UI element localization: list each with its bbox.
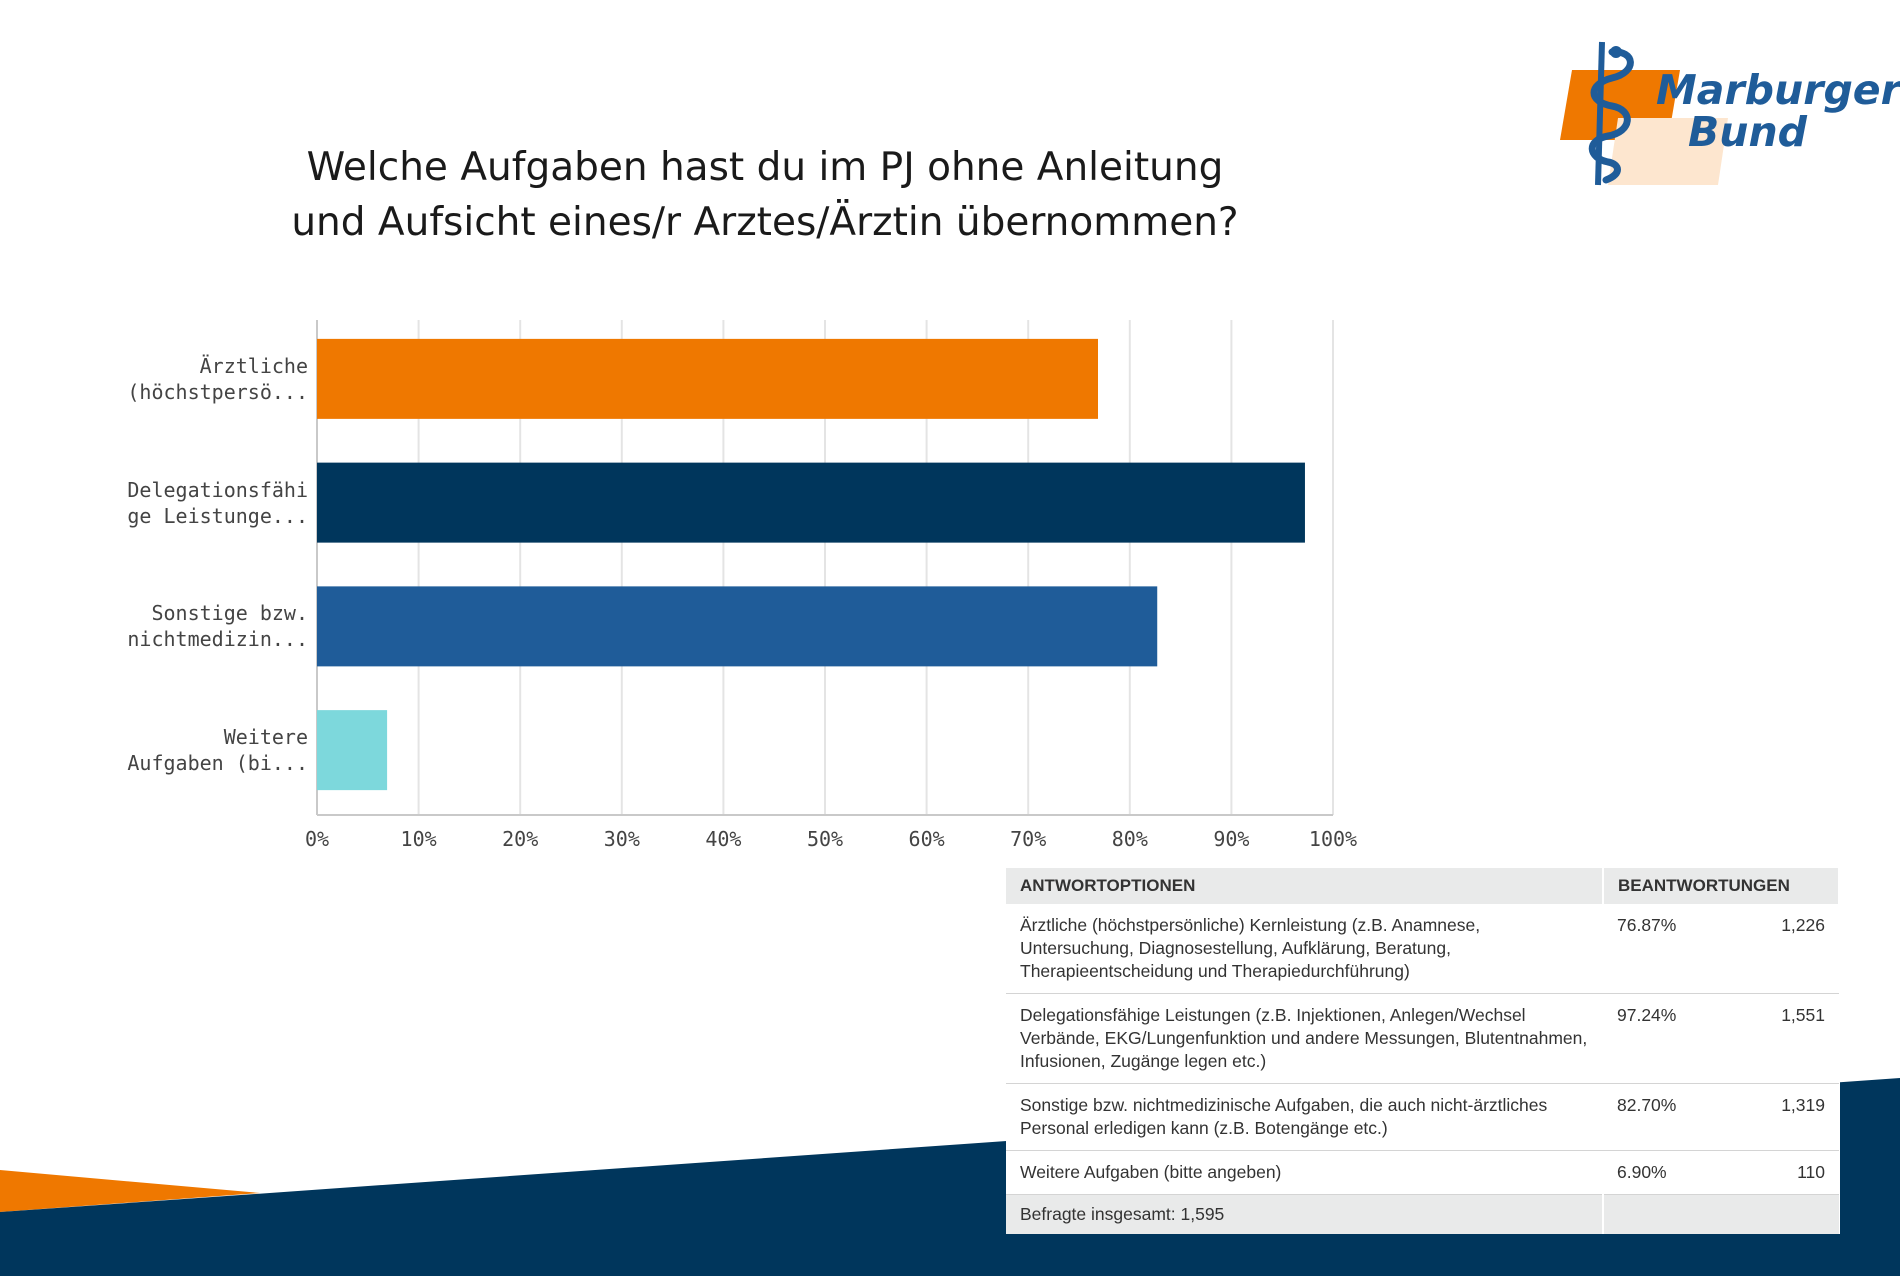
chart-title: Welche Aufgaben hast du im PJ ohne Anlei… [265, 140, 1265, 250]
y-category-label: Sonstige bzw. nichtmedizin... [98, 600, 308, 652]
chart-title-line2: und Aufsicht eines/r Arztes/Ärztin übern… [291, 200, 1239, 245]
logo-text-line1: Marburger [1656, 66, 1900, 114]
x-tick-label: 80% [1112, 827, 1148, 851]
chart-title-line1: Welche Aufgaben hast du im PJ ohne Anlei… [306, 145, 1224, 190]
bar [317, 462, 1305, 543]
rod-of-asclepius-icon [1560, 41, 1728, 186]
y-category-label-line: Aufgaben (bi... [127, 751, 308, 776]
row-option: Ärztliche (höchstpersönliche) Kernleistu… [1006, 904, 1603, 994]
row-percent: 76.87% [1603, 904, 1741, 994]
orange-wedge [0, 1170, 260, 1212]
row-percent: 6.90% [1603, 1150, 1741, 1195]
table-total-row: Befragte insgesamt: 1,595 [1006, 1194, 1839, 1234]
x-tick-label: 90% [1213, 827, 1249, 851]
x-tick-label: 70% [1010, 827, 1046, 851]
row-option: Sonstige bzw. nichtmedizinische Aufgaben… [1006, 1083, 1603, 1151]
y-category-label-line: Delegationsfähi [127, 477, 308, 502]
bar [317, 586, 1158, 667]
row-count: 1,319 [1741, 1083, 1839, 1151]
header-responses: BEANTWORTUNGEN [1603, 868, 1840, 904]
table-row: Delegationsfähige Leistungen (z.B. Injek… [1006, 993, 1839, 1084]
y-category-label: Weitere Aufgaben (bi... [98, 724, 308, 776]
x-tick-label: 10% [401, 827, 437, 851]
y-category-label-line: nichtmedizin... [127, 627, 308, 652]
row-count: 1,226 [1741, 904, 1839, 994]
total-respondents: Befragte insgesamt: 1,595 [1006, 1194, 1604, 1234]
x-tick-label: 60% [909, 827, 945, 851]
row-count: 1,551 [1741, 993, 1839, 1084]
row-percent: 82.70% [1603, 1083, 1741, 1151]
y-category-label-line: Sonstige bzw. [151, 601, 308, 626]
row-option: Weitere Aufgaben (bitte angeben) [1006, 1150, 1603, 1195]
x-tick-label: 0% [305, 827, 329, 851]
table-header-row: ANTWORTOPTIONEN BEANTWORTUNGEN [1006, 868, 1840, 904]
y-category-label-line: ge Leistunge... [127, 503, 308, 528]
logo-text-line2: Bund [1688, 108, 1807, 156]
x-tick-label: 100% [1309, 827, 1357, 851]
table-row: Sonstige bzw. nichtmedizinische Aufgaben… [1006, 1083, 1839, 1151]
x-tick-label: 50% [807, 827, 843, 851]
total-empty-cell [1603, 1194, 1839, 1234]
row-option: Delegationsfähige Leistungen (z.B. Injek… [1006, 993, 1603, 1084]
response-table: ANTWORTOPTIONEN BEANTWORTUNGEN Ärztliche… [1006, 868, 1840, 1234]
y-category-label: Ärztliche (höchstpersö... [98, 353, 308, 405]
bar [317, 338, 1098, 419]
row-percent: 97.24% [1603, 993, 1741, 1084]
x-tick-label: 40% [705, 827, 741, 851]
x-tick-label: 20% [502, 827, 538, 851]
header-options: ANTWORTOPTIONEN [1006, 868, 1604, 904]
y-category-label-line: Weitere [223, 725, 308, 750]
y-category-label-line: (höchstpersö... [127, 379, 308, 404]
marburger-bund-logo: Marburger Bund [1560, 40, 1900, 190]
y-category-label: Delegationsfähi ge Leistunge... [98, 477, 308, 529]
y-category-label-line: Ärztliche [199, 353, 308, 378]
table-row: Weitere Aufgaben (bitte angeben) 6.90% 1… [1006, 1150, 1839, 1195]
table-row: Ärztliche (höchstpersönliche) Kernleistu… [1006, 904, 1839, 994]
bar [317, 710, 388, 791]
row-count: 110 [1741, 1150, 1839, 1195]
x-tick-label: 30% [604, 827, 640, 851]
